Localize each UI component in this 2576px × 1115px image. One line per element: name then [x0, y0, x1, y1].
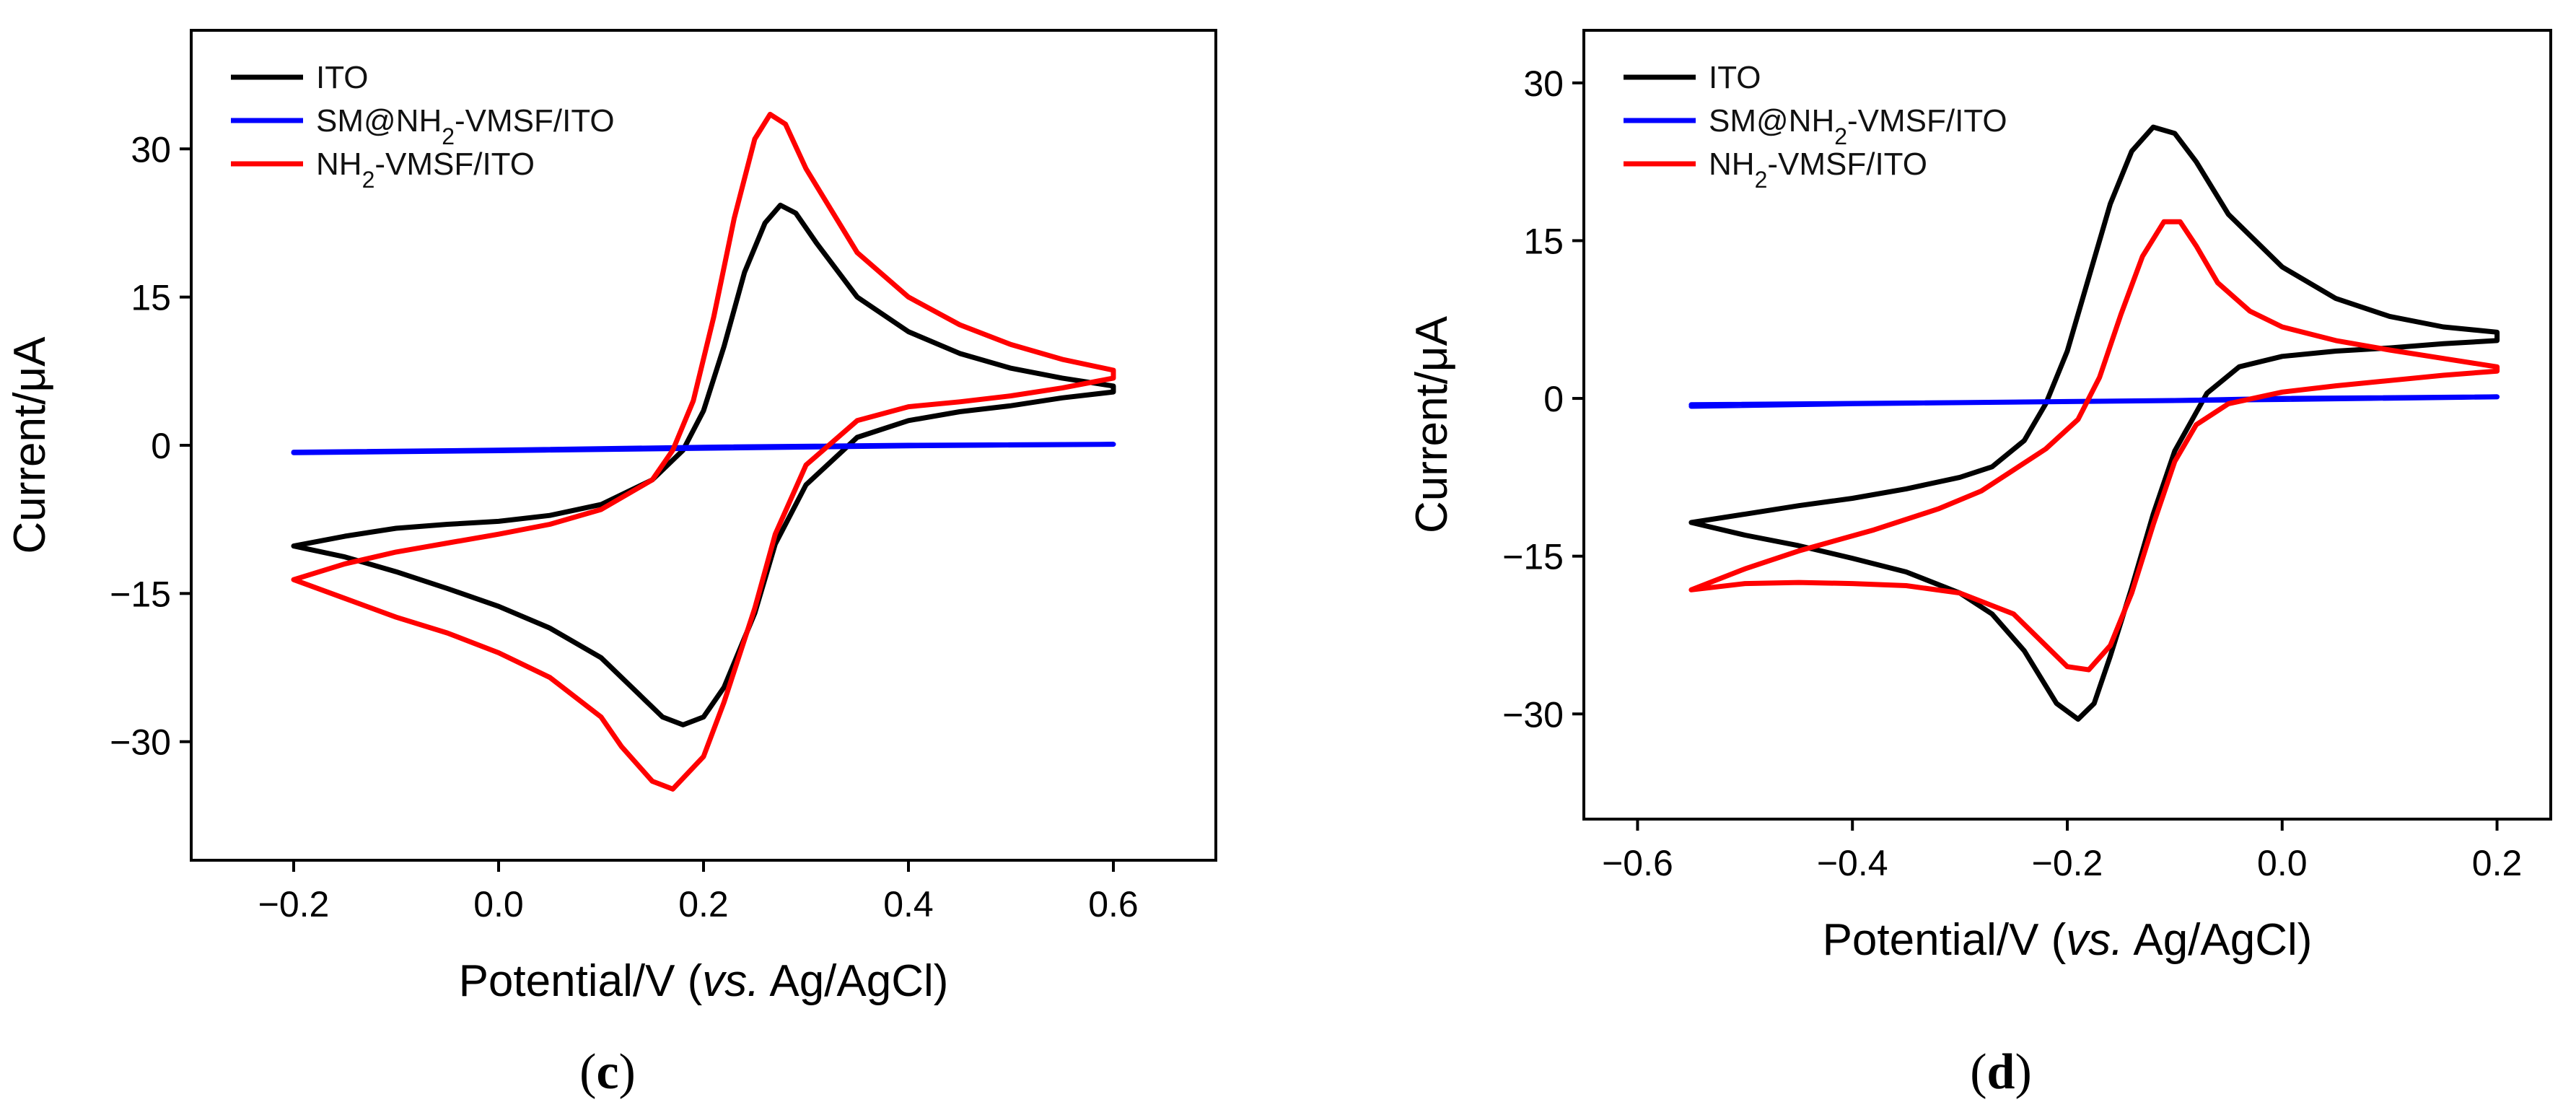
chart-d-series-line-2 — [1688, 394, 2500, 409]
chart-c-legend-label: SM@NH2-VMSF/ITO — [316, 103, 615, 149]
chart-c-series-line-2 — [291, 442, 1116, 455]
panel-c: −0.2 0.0 0.2 0.4 0.6 −30 −15 0 15 30 ITO SM@NH2-VMS… — [5, 29, 1217, 1100]
chart-c-legend-label: ITO — [316, 60, 369, 95]
chart-d-series-line-1 — [1688, 124, 2500, 722]
chart-d-y-tick-label: −30 — [1502, 694, 1564, 735]
chart-c-x-tick-label: 0.4 — [883, 884, 934, 924]
chart-d-y-tick-label: 30 — [1523, 64, 1564, 104]
chart-d-legend-label: SM@NH2-VMSF/ITO — [1709, 103, 2007, 149]
chart-d-x-tick-label: −0.2 — [2032, 843, 2103, 883]
chart-c-y-tick-label: 0 — [151, 426, 171, 466]
chart-d-x-tick-label: 0.0 — [2257, 843, 2308, 883]
chart-d-x-tick-label: 0.2 — [2472, 843, 2523, 883]
chart-d-legend-label: ITO — [1709, 60, 1761, 95]
chart-c-legend-label: NH2-VMSF/ITO — [316, 147, 535, 193]
chart-c-y-tick-label: −30 — [110, 722, 171, 763]
chart-d-y-axis-title: Current/μA — [1407, 315, 1457, 533]
chart-c-x-axis-title: Potential/V (vs. Ag/AgCl) — [459, 956, 949, 1006]
chart-d-series-line-3 — [1688, 219, 2500, 673]
chart-c-x-tick-label: 0.0 — [473, 884, 524, 924]
chart-d-x-axis-title: Potential/V (vs. Ag/AgCl) — [1823, 915, 2313, 965]
chart-d-y-tick-label: −15 — [1502, 537, 1564, 577]
chart-d-legend-label: NH2-VMSF/ITO — [1709, 147, 1927, 193]
chart-d-x-tick-label: −0.4 — [1817, 843, 1888, 883]
chart-d-y-tick-label: 0 — [1543, 379, 1564, 419]
chart-d-x-tick-label: −0.6 — [1602, 843, 1673, 883]
chart-c-y-tick-label: −15 — [110, 574, 171, 614]
chart-c-y-tick-label: 15 — [131, 278, 171, 318]
chart-c-series-line-3 — [291, 111, 1116, 792]
chart-c-y-tick-label: 30 — [131, 129, 171, 170]
chart-c-panel-label: (c) — [579, 1044, 636, 1100]
chart-c-x-tick-label: 0.2 — [678, 884, 729, 924]
chart-d-panel-label: (d) — [1970, 1044, 2032, 1100]
chart-c-x-tick-label: 0.6 — [1088, 884, 1139, 924]
chart-c-x-tick-label: −0.2 — [258, 884, 330, 924]
panel-d: −0.6 −0.4 −0.2 0.0 0.2 −30 −15 0 15 30 ITO SM@NH2-V… — [1407, 29, 2552, 1100]
chart-c-y-axis-title: Current/μA — [5, 336, 55, 554]
chart-d-y-tick-label: 15 — [1523, 221, 1564, 261]
